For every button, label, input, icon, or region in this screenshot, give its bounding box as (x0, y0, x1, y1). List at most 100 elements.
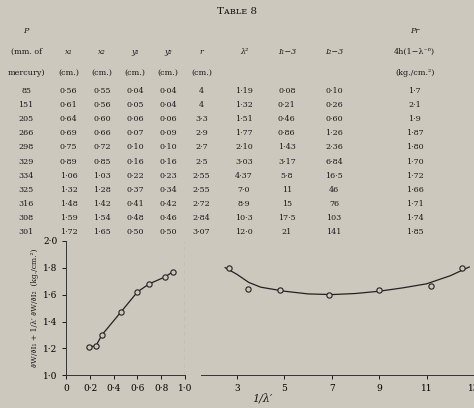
Text: mercury): mercury) (7, 69, 45, 77)
Text: 0·34: 0·34 (159, 186, 177, 194)
Text: 0·66: 0·66 (93, 129, 111, 137)
Text: 1·28: 1·28 (93, 186, 111, 194)
Text: 0·55: 0·55 (93, 87, 110, 95)
Text: 4·37: 4·37 (235, 172, 253, 180)
Text: 1·70: 1·70 (406, 157, 424, 166)
Text: 1·77: 1·77 (235, 129, 253, 137)
Text: 316: 316 (18, 200, 34, 208)
Text: 12·0: 12·0 (235, 228, 253, 237)
Text: Pr: Pr (410, 27, 419, 35)
Text: 1·66: 1·66 (406, 186, 424, 194)
Text: 0·69: 0·69 (60, 129, 78, 137)
Text: I₂−3: I₂−3 (325, 48, 343, 56)
Text: 0·21: 0·21 (278, 101, 296, 109)
Text: 1·65: 1·65 (93, 228, 111, 237)
Text: 266: 266 (18, 129, 34, 137)
Text: 16·5: 16·5 (325, 172, 343, 180)
Text: 0·10: 0·10 (159, 144, 177, 151)
Text: 6·84: 6·84 (325, 157, 343, 166)
Text: 2·55: 2·55 (192, 186, 210, 194)
Text: 0·07: 0·07 (127, 129, 144, 137)
Text: 0·10: 0·10 (126, 144, 144, 151)
Text: 5·8: 5·8 (281, 172, 293, 180)
Text: (kg./cm.²): (kg./cm.²) (395, 69, 435, 77)
Text: 2·72: 2·72 (192, 200, 210, 208)
Text: 1·87: 1·87 (406, 129, 424, 137)
Text: 151: 151 (18, 101, 34, 109)
Text: 0·56: 0·56 (60, 87, 78, 95)
Text: x₁: x₁ (65, 48, 73, 56)
Text: 2·5: 2·5 (195, 157, 208, 166)
Text: 0·26: 0·26 (325, 101, 343, 109)
Text: 3·17: 3·17 (278, 157, 296, 166)
Text: 0·46: 0·46 (159, 214, 177, 222)
Text: 0·46: 0·46 (278, 115, 296, 123)
Text: 1·7: 1·7 (409, 87, 421, 95)
Text: 1·43: 1·43 (278, 144, 296, 151)
Text: 10·3: 10·3 (235, 214, 253, 222)
Text: 0·22: 0·22 (126, 172, 144, 180)
Text: 1·51: 1·51 (235, 115, 253, 123)
Text: y₁: y₁ (131, 48, 139, 56)
Text: 1·71: 1·71 (406, 200, 424, 208)
Text: 0·72: 0·72 (93, 144, 111, 151)
Text: 308: 308 (18, 214, 34, 222)
Text: 0·50: 0·50 (127, 228, 144, 237)
Text: 0·08: 0·08 (278, 87, 295, 95)
Text: 298: 298 (18, 144, 34, 151)
Text: 1·72: 1·72 (406, 172, 424, 180)
Text: 1·54: 1·54 (93, 214, 111, 222)
Text: 0·85: 0·85 (93, 157, 110, 166)
Text: x₂: x₂ (98, 48, 106, 56)
Text: 3·3: 3·3 (195, 115, 208, 123)
Text: 325: 325 (18, 186, 34, 194)
Text: 7·0: 7·0 (238, 186, 250, 194)
Text: 0·60: 0·60 (93, 115, 111, 123)
Text: 2·9: 2·9 (195, 129, 208, 137)
Text: 1·85: 1·85 (406, 228, 424, 237)
Text: 2·1: 2·1 (409, 101, 421, 109)
Text: 4h(1−λ⁻⁶): 4h(1−λ⁻⁶) (394, 48, 435, 56)
Text: 0·10: 0·10 (325, 87, 343, 95)
Text: (cm.): (cm.) (58, 69, 79, 77)
Text: 2·10: 2·10 (235, 144, 253, 151)
Text: 1·9: 1·9 (409, 115, 421, 123)
Text: 46: 46 (329, 186, 339, 194)
Text: 0·06: 0·06 (126, 115, 144, 123)
Text: 1·48: 1·48 (60, 200, 78, 208)
Text: 0·86: 0·86 (278, 129, 296, 137)
Text: 8·9: 8·9 (238, 200, 250, 208)
Text: y₂: y₂ (164, 48, 172, 56)
Text: 1/λ′: 1/λ′ (252, 393, 272, 404)
Text: 2·84: 2·84 (192, 214, 210, 222)
Text: 0·61: 0·61 (60, 101, 78, 109)
Text: 76: 76 (329, 200, 339, 208)
Text: 0·09: 0·09 (159, 129, 177, 137)
Text: 103: 103 (327, 214, 342, 222)
Text: 1·32: 1·32 (235, 101, 253, 109)
Text: (cm.): (cm.) (158, 69, 179, 77)
Text: (cm.): (cm.) (91, 69, 112, 77)
Text: 3·07: 3·07 (192, 228, 210, 237)
Text: 0·06: 0·06 (159, 115, 177, 123)
Text: 4: 4 (199, 87, 204, 95)
Text: 0·05: 0·05 (127, 101, 144, 109)
Text: 0·04: 0·04 (126, 87, 144, 95)
Text: Tᴀʙʟᴇ 8: Tᴀʙʟᴇ 8 (217, 7, 257, 16)
Text: 0·41: 0·41 (126, 200, 144, 208)
Text: 11: 11 (282, 186, 292, 194)
Text: 1·74: 1·74 (406, 214, 424, 222)
Y-axis label: ∂W/∂I₁ + 1/λ′ ∂W/∂I₂  (kg./cm.²): ∂W/∂I₁ + 1/λ′ ∂W/∂I₂ (kg./cm.²) (31, 249, 39, 367)
Text: 205: 205 (18, 115, 34, 123)
Text: 0·60: 0·60 (325, 115, 343, 123)
Text: 1·06: 1·06 (60, 172, 78, 180)
Text: 0·42: 0·42 (159, 200, 177, 208)
Text: 0·56: 0·56 (93, 101, 111, 109)
Text: 0·23: 0·23 (159, 172, 177, 180)
Text: 1·26: 1·26 (325, 129, 343, 137)
Text: 1·59: 1·59 (60, 214, 78, 222)
Text: 0·04: 0·04 (159, 101, 177, 109)
Text: 1·80: 1·80 (406, 144, 424, 151)
Text: 17·5: 17·5 (278, 214, 296, 222)
Text: 15: 15 (282, 200, 292, 208)
